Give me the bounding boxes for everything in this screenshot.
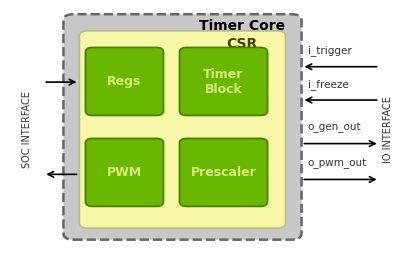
FancyBboxPatch shape <box>179 47 268 116</box>
Text: Prescaler: Prescaler <box>191 166 256 179</box>
Text: CSR: CSR <box>226 37 257 51</box>
FancyBboxPatch shape <box>179 139 268 206</box>
Text: o_pwm_out: o_pwm_out <box>307 159 367 169</box>
Text: i_trigger: i_trigger <box>307 46 351 56</box>
FancyBboxPatch shape <box>63 14 301 240</box>
Text: i_freeze: i_freeze <box>307 79 348 90</box>
Text: o_gen_out: o_gen_out <box>307 123 361 133</box>
Text: Regs: Regs <box>107 75 141 88</box>
FancyBboxPatch shape <box>79 31 286 228</box>
FancyBboxPatch shape <box>85 47 164 116</box>
Text: Timer Core: Timer Core <box>199 19 286 33</box>
Text: Timer
Block: Timer Block <box>204 68 244 96</box>
FancyBboxPatch shape <box>85 139 164 206</box>
Text: SOC INTERFACE: SOC INTERFACE <box>23 91 32 168</box>
Text: PWM: PWM <box>107 166 142 179</box>
Text: IO INTERFACE: IO INTERFACE <box>382 96 393 163</box>
